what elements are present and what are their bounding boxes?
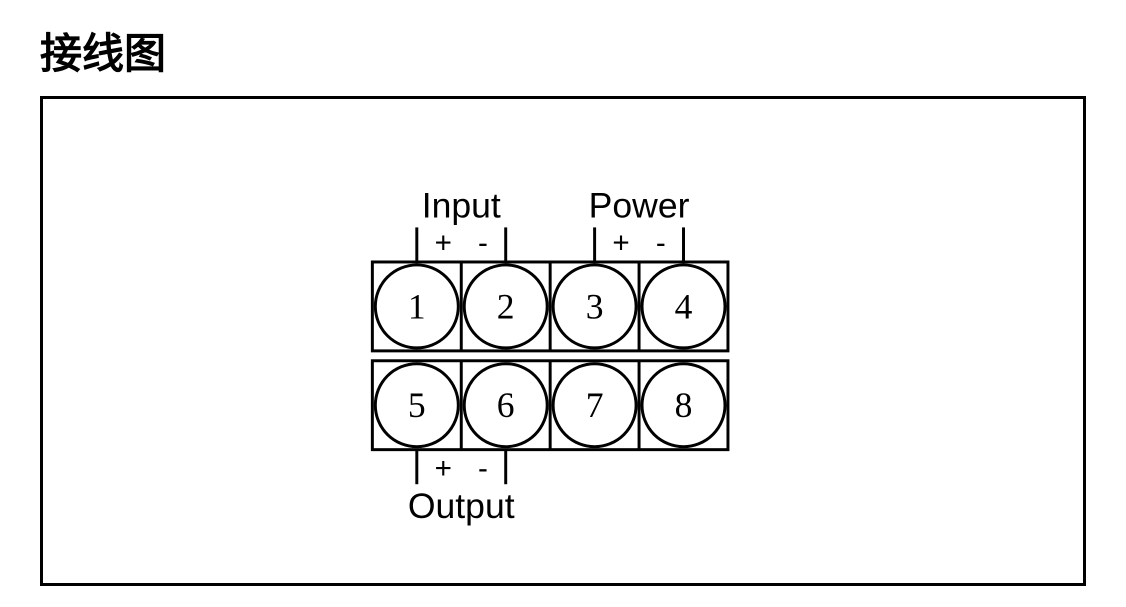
input-negative-sign: - <box>478 226 488 259</box>
diagram-frame: 12345678+-Input+-Power+-Output <box>40 96 1086 586</box>
terminal-number-1: 1 <box>408 286 426 326</box>
terminal-number-4: 4 <box>675 286 693 326</box>
output-negative-sign: - <box>478 452 488 485</box>
terminal-number-6: 6 <box>497 385 515 425</box>
power-label: Power <box>589 186 690 226</box>
terminal-number-8: 8 <box>675 385 693 425</box>
wiring-diagram-svg: 12345678+-Input+-Power+-Output <box>43 99 1083 583</box>
terminal-number-2: 2 <box>497 286 515 326</box>
power-negative-sign: - <box>656 226 666 259</box>
input-label: Input <box>422 186 501 226</box>
diagram-title: 接线图 <box>40 20 1086 81</box>
output-label: Output <box>408 486 515 526</box>
terminal-number-5: 5 <box>408 385 426 425</box>
terminal-number-7: 7 <box>586 385 604 425</box>
terminal-number-3: 3 <box>586 286 604 326</box>
power-positive-sign: + <box>612 226 629 259</box>
output-positive-sign: + <box>435 452 452 485</box>
input-positive-sign: + <box>435 226 452 259</box>
